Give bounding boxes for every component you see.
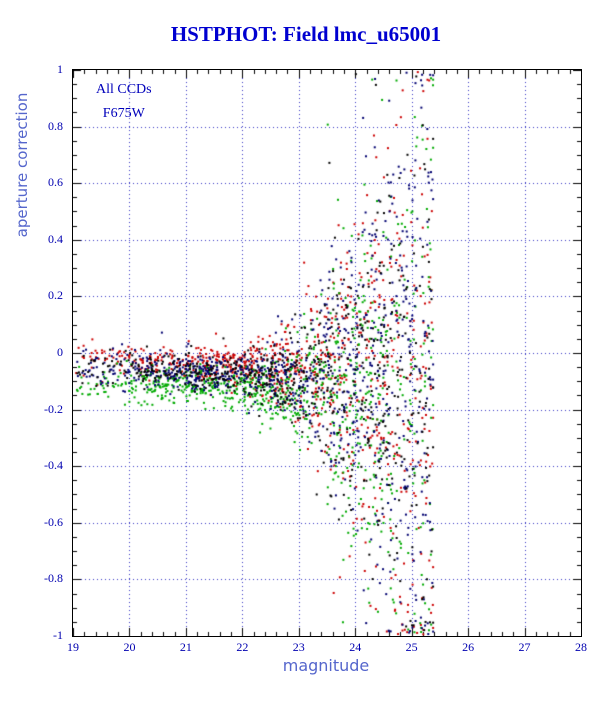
- y-tick-label: 0: [57, 345, 63, 359]
- x-tick-label: 25: [405, 640, 418, 654]
- x-axis-title: magnitude: [282, 656, 370, 675]
- y-tick-label: 0.4: [48, 231, 63, 246]
- plot-annotation: All CCDs: [95, 81, 152, 97]
- y-tick-label: 0.2: [48, 288, 63, 303]
- y-tick-label: -1: [53, 628, 63, 642]
- y-tick-label: 0.6: [48, 175, 63, 190]
- x-tick-label: 27: [518, 640, 531, 654]
- y-tick-label: -0.6: [44, 514, 63, 529]
- scatter-canvas: [73, 70, 581, 636]
- y-tick-label: -0.8: [44, 571, 63, 586]
- x-axis-tick-labels: 19 20 21 22 23 24 25 26 27 28: [67, 640, 587, 656]
- y-tick-label: -0.2: [44, 401, 63, 416]
- y-tick-label: -0.4: [44, 458, 63, 473]
- x-tick-label: 26: [462, 640, 475, 654]
- plot-area: All CCDs F675W: [72, 69, 582, 637]
- x-tick-label: 20: [123, 640, 136, 654]
- x-tick-label: 19: [67, 640, 79, 654]
- x-tick-label: 24: [349, 640, 362, 654]
- x-tick-label: 28: [575, 640, 587, 654]
- x-tick-label: 23: [292, 640, 305, 654]
- x-tick-label: 22: [236, 640, 249, 654]
- x-tick-label: 21: [179, 640, 192, 654]
- chart-title: HSTPHOT: Field lmc_u65001: [170, 22, 442, 46]
- y-axis-tick-labels: 1 0.8 0.6 0.4 0.2 0 -0.2 -0.4 -0.6 -0.8 -1: [0, 62, 67, 642]
- plot-annotation: F675W: [102, 105, 145, 121]
- y-tick-label: 1: [57, 62, 63, 76]
- y-tick-label: 0.8: [48, 118, 63, 133]
